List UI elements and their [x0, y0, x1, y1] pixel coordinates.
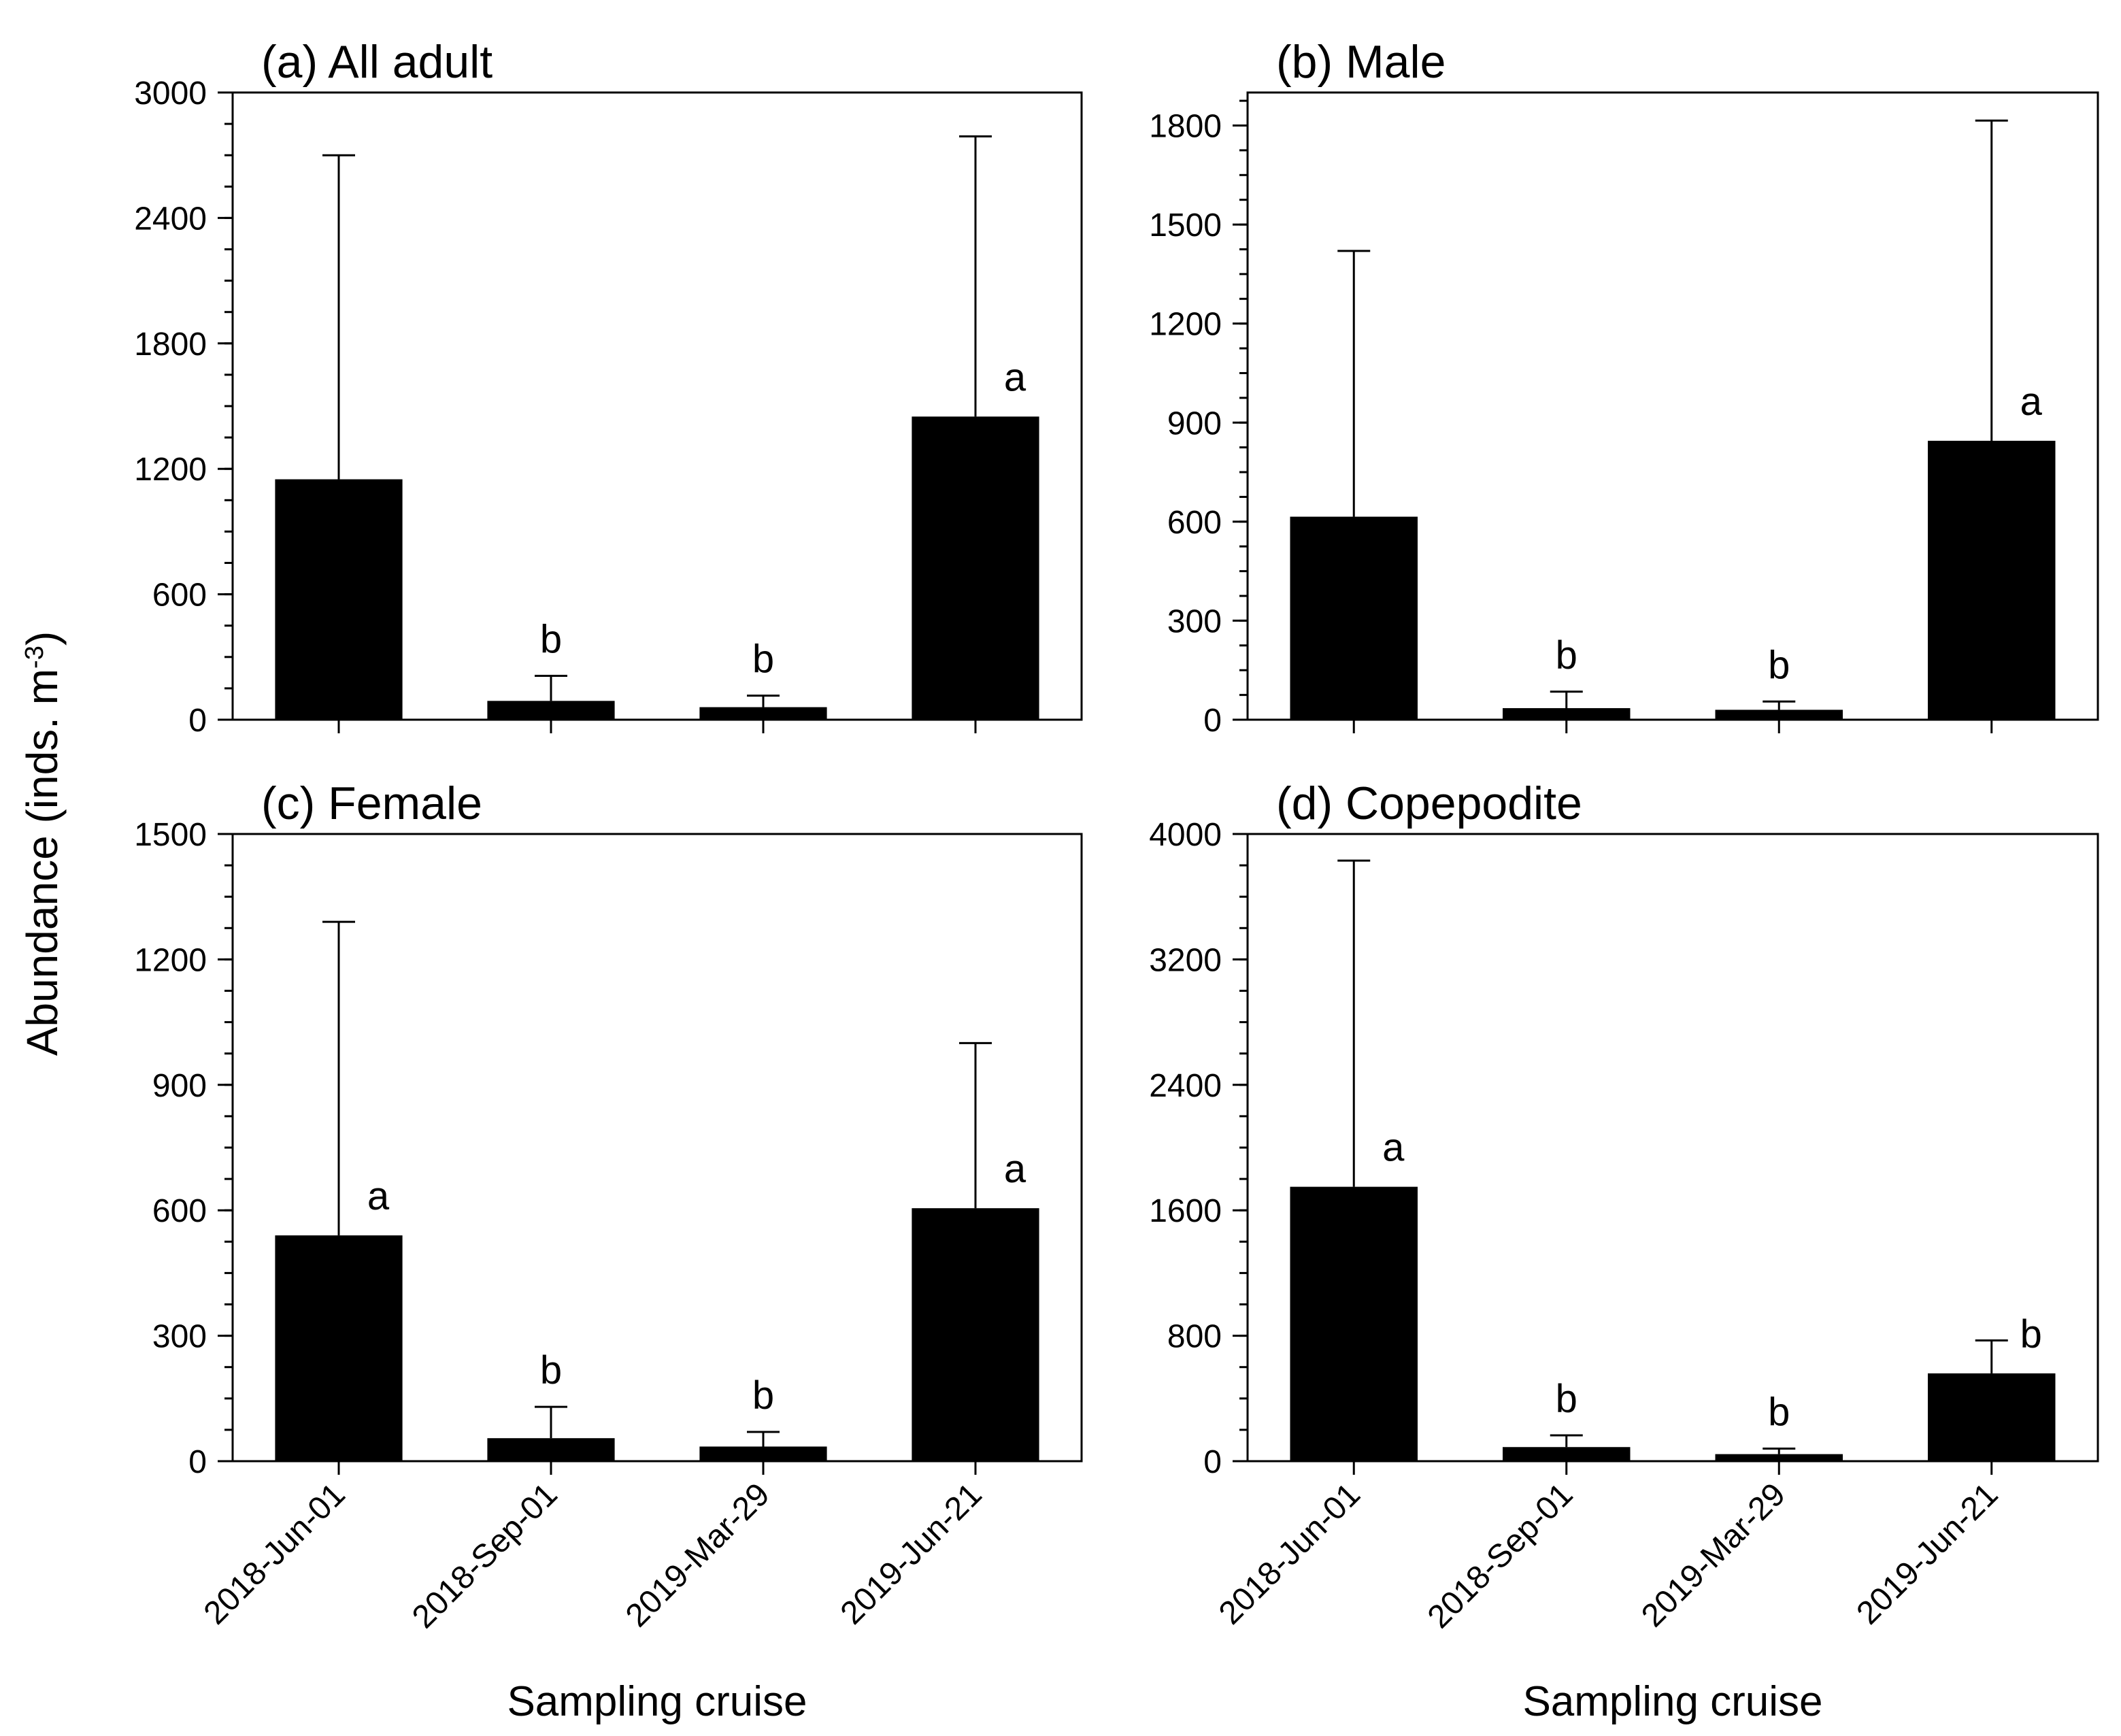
significance-letter: b	[1556, 633, 1577, 678]
significance-letter: b	[540, 617, 562, 661]
y-tick-label: 3200	[1149, 942, 1222, 978]
significance-letter: a	[367, 1174, 390, 1218]
x-axis-label: Sampling cruise	[1522, 1678, 1822, 1725]
y-tick-label: 0	[188, 703, 207, 739]
y-tick-label: 600	[1167, 505, 1222, 541]
y-tick-label: 1500	[1149, 207, 1222, 244]
panel-title: (d) Copepodite	[1276, 778, 1582, 829]
significance-letter: b	[752, 637, 774, 682]
chart-panel-2: (b) Male b b a 0 300 600 900 1200 1500 1800	[1149, 36, 2099, 739]
bar	[487, 1438, 615, 1461]
bar	[1715, 1454, 1843, 1461]
y-tick-label: 800	[1167, 1319, 1222, 1355]
panel-title: (c) Female	[261, 778, 482, 829]
y-tick-label: 1800	[134, 327, 207, 363]
bar	[1290, 1186, 1418, 1461]
significance-letter: b	[1768, 1390, 1790, 1435]
y-tick-label: 3000	[134, 76, 207, 112]
y-axis-label-close: )	[18, 631, 67, 646]
significance-letter: a	[1004, 1147, 1026, 1191]
y-axis-label-main: Abundance (inds. m	[18, 669, 67, 1056]
y-tick-label: 2400	[134, 201, 207, 237]
significance-letter: a	[1004, 355, 1026, 399]
bar	[912, 416, 1039, 720]
y-tick-label: 600	[152, 578, 207, 614]
y-axis-label-superscript: -3	[20, 646, 49, 669]
significance-letter: a	[2020, 380, 2043, 424]
significance-letter: b	[1556, 1377, 1577, 1421]
bar	[1503, 1447, 1631, 1461]
y-tick-label: 1600	[1149, 1193, 1222, 1229]
bar	[912, 1208, 1039, 1461]
significance-letter: a	[1382, 1126, 1405, 1170]
plot-frame	[1246, 91, 2099, 721]
panel-title: (a) All adult	[261, 36, 492, 88]
y-tick-label: 0	[1203, 703, 1222, 739]
bar	[1928, 1373, 2056, 1461]
significance-letter: b	[2020, 1312, 2042, 1356]
y-tick-label: 300	[1167, 603, 1222, 639]
bar	[699, 707, 827, 720]
bar	[699, 1446, 827, 1461]
y-tick-label: 1200	[134, 452, 207, 488]
x-axis-label: Sampling cruise	[507, 1678, 807, 1725]
bar	[1290, 516, 1418, 720]
y-axis-label: Abundance (inds. m-3)	[18, 631, 67, 1056]
significance-letter: b	[752, 1373, 774, 1418]
y-tick-label: 900	[152, 1068, 207, 1104]
bar	[275, 1235, 403, 1461]
y-tick-label: 1500	[134, 817, 207, 853]
y-tick-label: 1200	[1149, 307, 1222, 343]
y-tick-label: 900	[1167, 405, 1222, 441]
y-tick-label: 4000	[1149, 817, 1222, 853]
significance-letter: b	[1768, 643, 1790, 687]
chart-panel-1: (a) All adult b b a 0 600 1200 1800 2400 3000	[134, 36, 1083, 739]
bar	[1928, 440, 2056, 720]
y-tick-label: 600	[152, 1193, 207, 1229]
y-tick-label: 300	[152, 1319, 207, 1355]
bar	[275, 479, 403, 720]
y-tick-label: 2400	[1149, 1068, 1222, 1104]
y-tick-label: 1200	[134, 942, 207, 978]
panel-title: (b) Male	[1276, 36, 1446, 88]
significance-letter: b	[540, 1348, 562, 1392]
bar	[487, 701, 615, 720]
bar	[1715, 710, 1843, 720]
bar	[1503, 708, 1631, 720]
y-tick-label: 0	[1203, 1444, 1222, 1480]
y-tick-label: 1800	[1149, 109, 1222, 145]
y-tick-label: 0	[188, 1444, 207, 1480]
